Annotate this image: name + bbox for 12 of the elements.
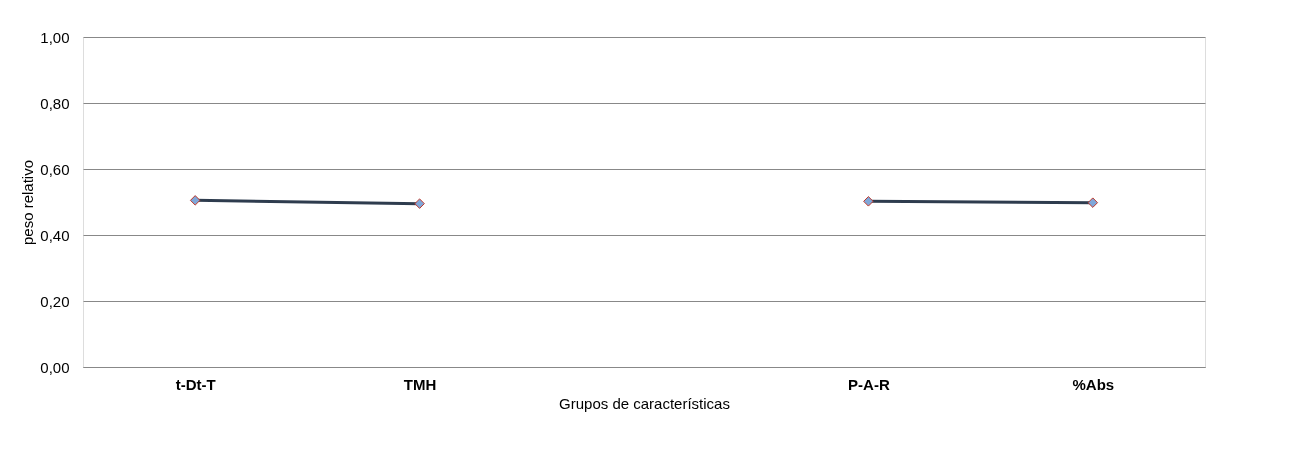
x-tick-label: P-A-R — [848, 375, 890, 393]
y-tick-label: 0,20 — [40, 292, 70, 310]
x-axis-title: Grupos de características — [559, 394, 730, 412]
x-tick-label: TMH — [403, 375, 437, 393]
y-tick-label: 1,00 — [40, 28, 70, 46]
y-tick-label: 0,60 — [40, 160, 70, 178]
y-tick-label: 0,40 — [40, 226, 70, 244]
x-tick-label: t-Dt-T — [175, 375, 216, 393]
x-tick-label: %Abs — [1072, 375, 1115, 393]
y-tick-label: 0,00 — [40, 358, 70, 376]
y-axis-title: peso relativo — [19, 159, 37, 246]
y-tick-label: 0,80 — [40, 94, 70, 112]
